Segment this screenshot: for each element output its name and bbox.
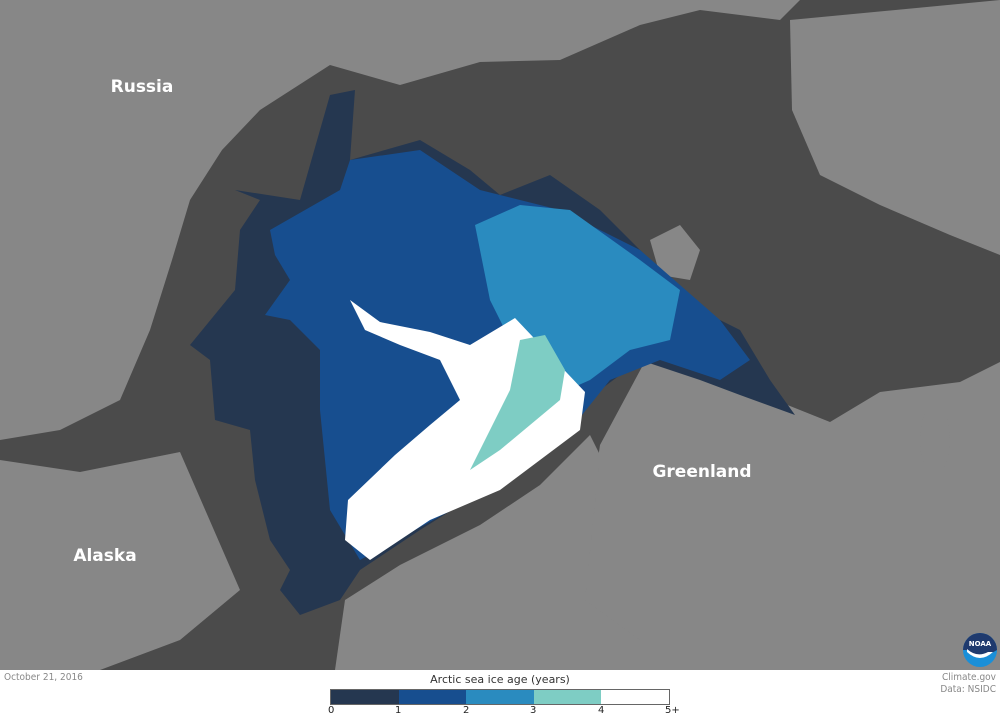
legend-tick: 2 <box>463 705 470 716</box>
legend-title: Arctic sea ice age (years) <box>430 673 570 686</box>
land-canada-archipelago <box>335 435 640 670</box>
legend-tick: 3 <box>530 705 537 716</box>
svg-text:NOAA: NOAA <box>969 640 992 648</box>
ice-age-3-4 <box>470 335 565 470</box>
sea-ice-map: Russia Alaska Greenland <box>0 0 1000 670</box>
alaska-label: Alaska <box>73 546 136 566</box>
legend-tick: 4 <box>598 705 605 716</box>
legend-tick: 5+ <box>665 705 680 716</box>
russia-label: Russia <box>111 77 174 97</box>
land-greenland <box>580 352 1000 670</box>
land-russia <box>0 0 800 440</box>
legend-color-bar <box>330 689 670 705</box>
land-arctic-islands <box>790 0 1000 255</box>
legend-swatch-4-5 <box>601 690 669 704</box>
legend-tick: 1 <box>395 705 402 716</box>
land-alaska <box>0 452 240 670</box>
greenland-label: Greenland <box>652 462 751 482</box>
date-label: October 21, 2016 <box>4 672 83 683</box>
credit-label: Climate.gov <box>941 672 996 683</box>
legend-tick: 0 <box>328 705 335 716</box>
data-source-label: Data: NSIDC <box>940 684 996 695</box>
legend-swatch-3-4 <box>533 690 602 704</box>
legend-swatch-1-2 <box>398 690 467 704</box>
legend-swatch-0-1 <box>331 690 399 704</box>
legend-swatch-2-3 <box>466 690 534 704</box>
noaa-logo: NOAA <box>963 633 997 667</box>
land-island <box>920 405 950 475</box>
land-svalbard <box>650 225 700 280</box>
footer: October 21, 2016 Climate.gov Data: NSIDC… <box>0 670 1000 720</box>
